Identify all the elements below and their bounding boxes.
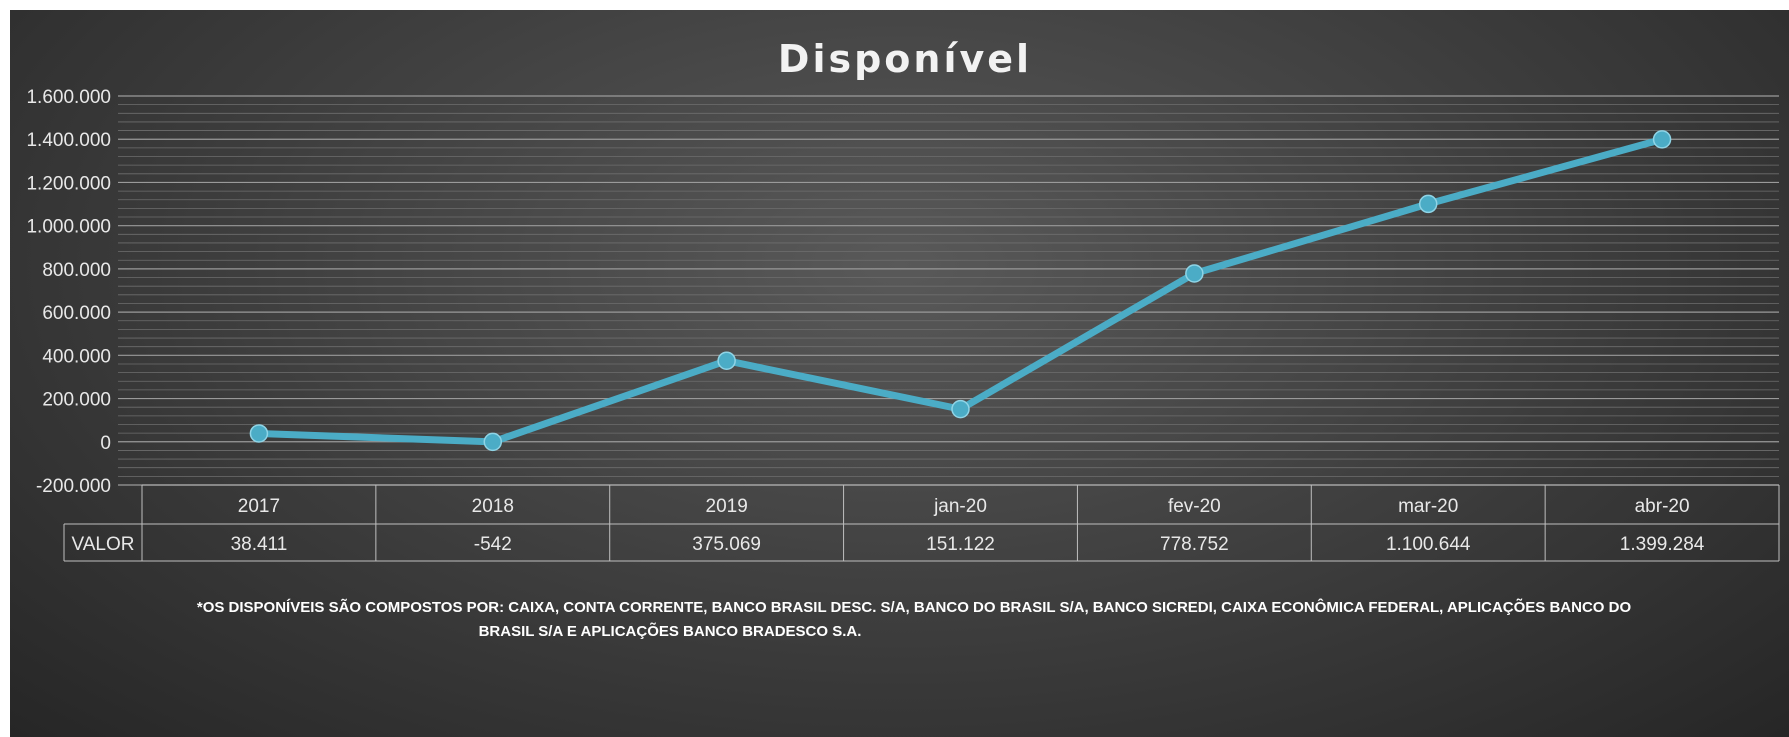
y-axis: -200.000 0 200.000 400.000 600.000 800.000 1.0… [26, 87, 111, 497]
footnote-line-2: BRASIL S/A E APLICAÇÕES BANCO BRADESCO S… [479, 622, 862, 640]
table-value: -542 [474, 534, 512, 555]
chart-panel: Disponível -200.000 0 200.000 400.000 600.00… [10, 10, 1789, 737]
data-table: VALOR 2017 38.411 2018 -542 2019 375.069 jan-20… [63, 484, 1780, 562]
table-value: 375.069 [692, 534, 761, 555]
table-value: 151.122 [926, 534, 995, 555]
data-point-marker [483, 432, 503, 452]
footnote: *OS DISPONÍVEIS SÃO COMPOSTOS POR: CAIXA… [197, 598, 1632, 640]
x-category-label: jan-20 [933, 496, 987, 517]
series-line [255, 135, 1666, 446]
table-value: 38.411 [231, 534, 288, 555]
table-value: 1.399.284 [1620, 534, 1705, 555]
x-category-label: 2018 [472, 496, 514, 517]
x-category-label: mar-20 [1398, 496, 1458, 517]
y-tick-label: 1.200.000 [26, 173, 111, 194]
data-point-marker [1652, 130, 1672, 149]
x-category-label: 2017 [238, 496, 280, 517]
table-value: 1.100.644 [1386, 534, 1471, 555]
x-category-label: 2019 [706, 496, 748, 517]
table-value: 778.752 [1160, 534, 1229, 555]
y-tick-label: 1.000.000 [26, 217, 111, 238]
x-category-label: abr-20 [1635, 496, 1690, 517]
y-tick-label: 400.000 [42, 346, 111, 367]
y-tick-label: 600.000 [42, 303, 111, 324]
chart-svg: Disponível -200.000 0 200.000 400.000 600.00… [26, 37, 1780, 640]
data-point-marker [1185, 264, 1204, 283]
y-tick-label: 1.600.000 [26, 87, 111, 108]
data-point-marker [1418, 194, 1438, 214]
chart-title: Disponível [778, 37, 1032, 81]
y-tick-label: 200.000 [42, 390, 111, 411]
table-series-label: VALOR [71, 534, 134, 555]
y-tick-label: -200.000 [36, 476, 111, 497]
series-line-group [249, 130, 1672, 452]
y-tick-label: 1.400.000 [26, 130, 111, 151]
y-tick-label: 800.000 [42, 260, 111, 281]
y-tick-label: 0 [100, 433, 111, 454]
data-point-marker [951, 399, 970, 419]
grid [118, 95, 1779, 486]
data-point-marker [249, 424, 269, 443]
x-category-label: fev-20 [1168, 496, 1221, 517]
data-point-marker [717, 351, 736, 370]
footnote-line-1: *OS DISPONÍVEIS SÃO COMPOSTOS POR: CAIXA… [197, 598, 1632, 616]
